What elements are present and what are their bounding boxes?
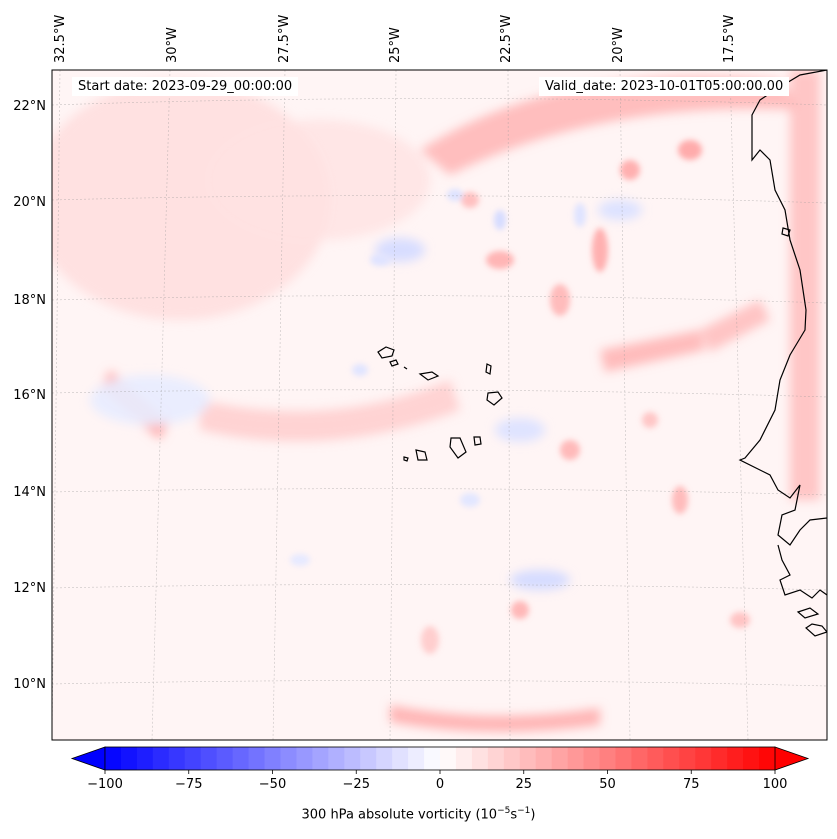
colorbar-segment: [152, 747, 170, 770]
island-sao-vicente: [389, 359, 399, 367]
coastline: [738, 70, 827, 637]
lat-label: 10°N: [13, 677, 46, 692]
lon-label: 27.5°W: [277, 15, 292, 63]
vorticity-field: [52, 70, 820, 732]
colorbar-tick-label: 50: [599, 777, 616, 792]
valid-date-value: 2023-10-01T05:00:00.00: [620, 79, 784, 94]
colorbar-tick-label: 75: [683, 777, 700, 792]
colorbar-segment: [312, 747, 329, 770]
lon-label: 22.5°W: [499, 15, 514, 63]
island-santiago: [449, 437, 467, 459]
colorbar-segment: [663, 747, 680, 770]
lon-label: 32.5°W: [53, 15, 68, 63]
lat-label: 16°N: [13, 388, 46, 403]
colorbar-segment: [743, 747, 760, 770]
colorbar-tick-label: −50: [259, 777, 286, 792]
map-panel: [52, 70, 827, 740]
colorbar-segment: [599, 747, 616, 770]
colorbar-min-arrow: [70, 746, 106, 771]
colorbar-segment: [455, 747, 473, 770]
lon-label: 30°W: [165, 27, 180, 63]
colorbar-segment: [408, 747, 425, 770]
colorbar-segment: [551, 747, 569, 770]
colorbar-segment: [280, 747, 297, 770]
colorbar-segment: [136, 747, 154, 770]
colorbar-tick-label: −25: [343, 777, 370, 792]
latitude-labels: 22°N 20°N 18°N 16°N 14°N 12°N 10°N: [13, 99, 46, 692]
colorbar-tick-label: 100: [763, 777, 788, 792]
colorbar-segment: [360, 747, 377, 770]
colorbar-segment: [296, 747, 313, 770]
colorbar-label-suffix: ): [530, 807, 536, 823]
colorbar-segment: [424, 747, 441, 770]
colorbar-max-arrow: [774, 746, 810, 771]
colorbar-segment: [328, 747, 345, 770]
colorbar-label-mid: s: [510, 807, 518, 823]
colorbar-segment: [695, 747, 712, 770]
colorbar-label-exp1: −5: [497, 806, 511, 816]
colorbar-segment: [344, 747, 361, 770]
colorbar-segment: [615, 747, 632, 770]
colorbar-segment: [679, 747, 696, 770]
lon-label: 17.5°W: [722, 15, 737, 63]
colorbar-tick-label: −75: [175, 777, 202, 792]
island-fogo: [415, 449, 428, 461]
colorbar-segment: [264, 747, 281, 770]
island-boa-vista: [486, 391, 503, 406]
graticule: [52, 70, 827, 740]
island-sal: [485, 363, 492, 375]
colorbar-segment: [631, 747, 648, 770]
island-sao-nicolau: [418, 371, 440, 381]
colorbar-segment: [232, 747, 250, 770]
colorbar-segment: [184, 747, 202, 770]
start-date-value: 2023-09-29_00:00:00: [151, 79, 293, 94]
colorbar: −100 −75 −50 −25 0 25 50 75 100: [70, 746, 810, 792]
colorbar-segment: [376, 747, 393, 770]
colorbar-segment: [200, 747, 218, 770]
colorbar-segment: [759, 747, 776, 770]
island-brava: [403, 456, 409, 462]
colorbar-label-exp2: −1: [517, 806, 531, 816]
colorbar-segment: [503, 747, 521, 770]
valid-date-label: Valid_date:: [545, 79, 617, 94]
lat-label: 12°N: [13, 581, 46, 596]
colorbar-segment: [392, 747, 409, 770]
lat-label: 14°N: [13, 485, 46, 500]
colorbar-segment: [535, 747, 553, 770]
start-date-label: Start date:: [78, 79, 148, 94]
lat-label: 18°N: [13, 293, 46, 308]
colorbar-segment: [105, 747, 122, 770]
colorbar-segment: [471, 747, 489, 770]
cape-verde-islands: [377, 346, 503, 462]
colorbar-segment: [567, 747, 585, 770]
colorbar-tick-label: −100: [87, 777, 123, 792]
colorbar-segment: [711, 747, 728, 770]
colorbar-segment: [216, 747, 234, 770]
map-frame: [51, 69, 828, 741]
colorbar-segment: [519, 747, 537, 770]
longitude-labels: 32.5°W 30°W 27.5°W 25°W 22.5°W 20°W 17.5°W: [53, 15, 737, 63]
colorbar-segment: [248, 747, 266, 770]
colorbar-segment: [120, 747, 138, 770]
colorbar-segment: [647, 747, 664, 770]
colorbar-segment: [583, 747, 601, 770]
valid-date-box: Valid_date: 2023-10-01T05:00:00.00: [539, 77, 790, 96]
colorbar-segment: [168, 747, 186, 770]
colorbar-segment: [440, 747, 457, 770]
island-maio: [473, 436, 482, 446]
island-santo-antao: [377, 346, 395, 359]
colorbar-label: 300 hPa absolute vorticity (10−5s−1): [0, 806, 837, 822]
lon-label: 25°W: [388, 27, 403, 63]
colorbar-segment: [727, 747, 744, 770]
colorbar-label-prefix: 300 hPa absolute vorticity (10: [301, 807, 498, 823]
colorbar-tick-label: 25: [515, 777, 532, 792]
lat-label: 22°N: [13, 99, 46, 114]
lon-label: 20°W: [611, 27, 626, 63]
colorbar-segment: [487, 747, 505, 770]
start-date-box: Start date: 2023-09-29_00:00:00: [72, 77, 299, 96]
lat-label: 20°N: [13, 195, 46, 210]
island-santa-luzia: [403, 366, 408, 370]
colorbar-tick-label: 0: [436, 777, 444, 792]
